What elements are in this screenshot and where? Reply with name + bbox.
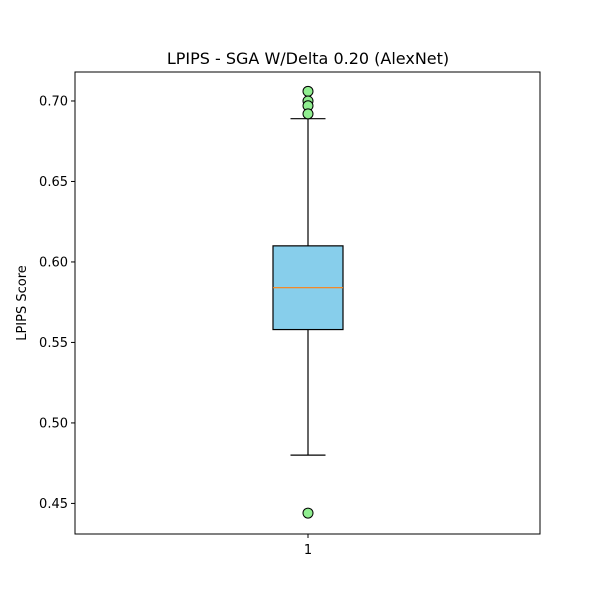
- y-tick-label-1: 0.50: [39, 416, 68, 431]
- x-tick-label-0: 1: [304, 543, 312, 558]
- y-tick-label-4: 0.65: [39, 175, 68, 190]
- y-axis: 0.45 0.50 0.55 0.60 0.65 0.70: [39, 94, 75, 512]
- y-axis-label: LPIPS Score: [15, 265, 30, 341]
- plot-area: [272, 85, 344, 519]
- y-tick-label-2: 0.55: [39, 336, 68, 351]
- y-tick-label-3: 0.60: [39, 255, 68, 270]
- plot-frame: [74, 71, 541, 535]
- y-tick-label-0: 0.45: [39, 497, 68, 512]
- y-tick-label-5: 0.70: [39, 94, 68, 109]
- outlier-point-4: [302, 507, 314, 519]
- chart-title: LPIPS - SGA W/Delta 0.20 (AlexNet): [167, 49, 449, 68]
- x-axis: 1: [304, 534, 312, 558]
- outlier-point-3: [302, 108, 314, 120]
- outlier-point-0: [302, 85, 314, 97]
